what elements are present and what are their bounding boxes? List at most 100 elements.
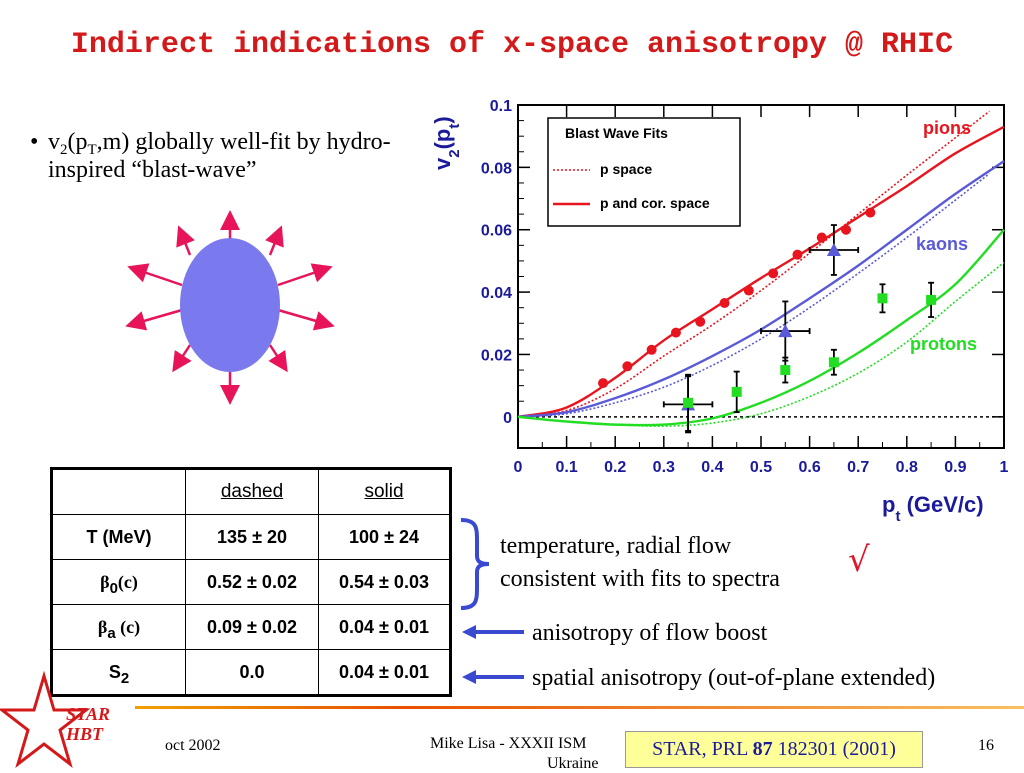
cell-dashed: 0.52 ± 0.02 bbox=[185, 559, 319, 605]
x-tick-label: 0.9 bbox=[944, 459, 966, 476]
pions-point bbox=[841, 224, 852, 235]
y-tick-label: 0 bbox=[503, 410, 512, 427]
pions-point bbox=[670, 327, 681, 338]
series-label-pions: pions bbox=[923, 118, 971, 138]
cell-dashed: 0.0 bbox=[185, 649, 319, 696]
x-tick-label: 0.7 bbox=[847, 459, 869, 476]
pions-point bbox=[622, 361, 633, 372]
x-axis: 0 0.1 0.2 0.3 0.4 0.5 0.6 0.7 0.8 0.9 1 bbox=[514, 105, 1009, 476]
x-tick-label: 1 bbox=[1000, 459, 1009, 476]
row-label-betaa: βa (c) bbox=[51, 604, 186, 650]
legend-dashed-label: p space bbox=[600, 161, 652, 177]
checkmark-icon: √ bbox=[848, 540, 870, 580]
cell-dashed: 0.09 ± 0.02 bbox=[185, 604, 319, 650]
page-number: 16 bbox=[978, 737, 994, 754]
series-label-kaons: kaons bbox=[916, 234, 968, 254]
v2-pt-chart: 0 0.02 0.04 0.06 0.08 0.1 0 0.1 0.2 0.3 0.4 0.5 0.6… bbox=[430, 98, 1009, 525]
note-temperature: temperature, radial flow bbox=[500, 533, 732, 559]
x-tick-label: 0.4 bbox=[701, 459, 723, 476]
table-header-empty bbox=[51, 468, 186, 515]
x-tick-label: 0.8 bbox=[896, 459, 918, 476]
pions-point bbox=[719, 298, 730, 309]
blast-wave-ellipse-diagram bbox=[125, 210, 335, 405]
x-tick-label: 0.3 bbox=[653, 459, 675, 476]
cell-solid: 0.04 ± 0.01 bbox=[318, 649, 451, 696]
y-tick-label: 0.06 bbox=[481, 223, 512, 240]
footer-date: oct 2002 bbox=[165, 737, 221, 754]
pions-point bbox=[695, 316, 706, 327]
legend-box bbox=[547, 117, 741, 227]
cell-solid: 100 ± 24 bbox=[318, 514, 451, 560]
pions-point bbox=[816, 232, 827, 243]
brace-icon bbox=[460, 518, 490, 610]
protons-point bbox=[877, 293, 888, 304]
bullet-dot: • bbox=[30, 129, 39, 155]
y-tick-label: 0.04 bbox=[481, 285, 512, 302]
y-axis: 0 0.02 0.04 0.06 0.08 0.1 bbox=[481, 98, 1004, 427]
x-tick-label: 0.5 bbox=[750, 459, 772, 476]
table-header-dashed: dashed bbox=[185, 468, 319, 515]
bullet-text: v2(pT,m) globally well-fit by hydro-insp… bbox=[48, 128, 430, 184]
row-label-beta0: β0(c) bbox=[51, 559, 186, 605]
y-tick-label: 0.02 bbox=[481, 347, 512, 364]
x-tick-label: 0.6 bbox=[798, 459, 820, 476]
row-label-temperature: T (MeV) bbox=[51, 514, 186, 560]
series-label-protons: protons bbox=[910, 334, 977, 354]
footer-author-line2: Ukraine bbox=[547, 755, 599, 772]
cell-solid: 0.54 ± 0.03 bbox=[318, 559, 451, 605]
reference-box: STAR, PRL 87 182301 (2001) bbox=[625, 731, 923, 768]
chart-legend: Blast Wave Fits p space p and cor. space bbox=[547, 117, 741, 227]
x-axis-label: pt (GeV/c) bbox=[882, 492, 984, 525]
slide-title: Indirect indications of x-space anisotro… bbox=[70, 28, 954, 62]
pions-point bbox=[646, 344, 657, 355]
bullet-rest: ,m) globally well-fit by hydro-inspired … bbox=[48, 129, 391, 183]
pions-point bbox=[865, 207, 876, 218]
pions-point bbox=[743, 285, 754, 296]
x-tick-label: 0 bbox=[514, 459, 523, 476]
x-tick-label: 0.1 bbox=[555, 459, 577, 476]
cell-solid: 0.04 ± 0.01 bbox=[318, 604, 451, 650]
row-label-s2: S2 bbox=[51, 649, 186, 696]
y-axis-label: v2(pt) bbox=[430, 116, 463, 170]
fit-parameters-table: dashed solid T (MeV) 135 ± 20 100 ± 24 β… bbox=[50, 467, 452, 697]
bullet-point: • v2(pT,m) globally well-fit by hydro-in… bbox=[30, 128, 430, 184]
bullet-v: v bbox=[48, 129, 60, 155]
arrow-left-icon bbox=[462, 670, 524, 684]
kaons-point bbox=[826, 242, 841, 256]
pions-point bbox=[792, 249, 803, 260]
pions-point bbox=[768, 268, 779, 279]
table-row: βa (c) 0.09 ± 0.02 0.04 ± 0.01 bbox=[51, 604, 451, 650]
legend-title: Blast Wave Fits bbox=[565, 125, 668, 141]
y-tick-label: 0.1 bbox=[490, 98, 512, 115]
x-tick-label: 0.2 bbox=[604, 459, 626, 476]
bullet-v-sub: 2 bbox=[60, 142, 68, 158]
table-header-solid: solid bbox=[318, 468, 451, 515]
footer-divider bbox=[135, 706, 1024, 709]
kaons-point bbox=[778, 324, 793, 338]
protons-point bbox=[731, 386, 742, 397]
protons-fit-dashed bbox=[517, 261, 1005, 428]
protons-point bbox=[926, 294, 937, 305]
bullet-open: (p bbox=[67, 129, 88, 155]
note-spatial-anisotropy: spatial anisotropy (out-of-plane extende… bbox=[532, 665, 936, 691]
cell-dashed: 135 ± 20 bbox=[185, 514, 319, 560]
arrow-left-icon bbox=[462, 625, 524, 639]
note-consistent: consistent with fits to spectra bbox=[500, 566, 780, 592]
protons-fit-solid bbox=[517, 228, 1005, 427]
logo-text-hbt: HBT bbox=[66, 724, 104, 744]
protons-point bbox=[780, 365, 791, 376]
source-ellipse bbox=[180, 238, 280, 372]
bullet-pt-sub: T bbox=[87, 142, 97, 158]
table-row: T (MeV) 135 ± 20 100 ± 24 bbox=[51, 514, 451, 560]
legend-solid-label: p and cor. space bbox=[600, 195, 710, 211]
y-tick-label: 0.08 bbox=[481, 160, 512, 177]
table-row: S2 0.0 0.04 ± 0.01 bbox=[51, 649, 451, 696]
protons-point bbox=[828, 357, 839, 368]
pions-point bbox=[598, 378, 609, 389]
protons-point bbox=[683, 397, 694, 408]
star-logo-icon bbox=[0, 670, 90, 768]
table-row: β0(c) 0.52 ± 0.02 0.54 ± 0.03 bbox=[51, 559, 451, 605]
table-header-row: dashed solid bbox=[51, 468, 451, 515]
logo-text-star: STAR bbox=[66, 704, 111, 724]
note-anisotropy-flow: anisotropy of flow boost bbox=[532, 620, 768, 646]
